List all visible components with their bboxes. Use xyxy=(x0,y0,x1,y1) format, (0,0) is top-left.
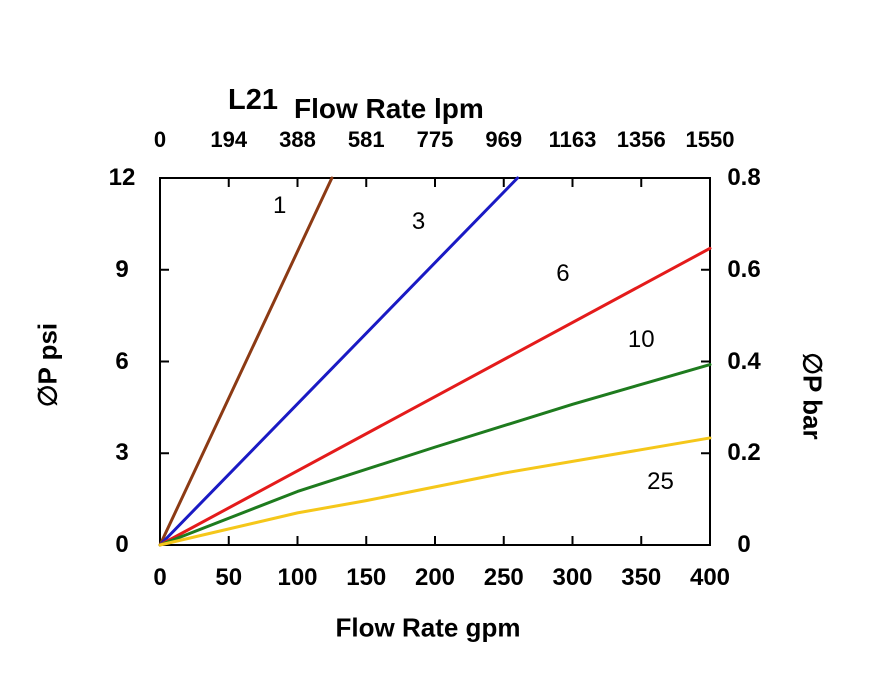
top-tick-label: 388 xyxy=(279,127,316,152)
top-tick-label: 969 xyxy=(485,127,523,152)
right-tick-label: 0.2 xyxy=(727,439,761,467)
bottom-tick-label: 400 xyxy=(689,564,731,591)
top-tick-label: 775 xyxy=(416,127,454,152)
left-tick-label: 3 xyxy=(115,439,129,467)
bottom-tick-label: 0 xyxy=(153,564,167,591)
right-tick-label: 0.8 xyxy=(727,164,761,191)
curve-label-1: 1 xyxy=(272,191,287,219)
bottom-tick-label: 300 xyxy=(552,564,593,591)
chart-title: L21 Flow Rate lpm xyxy=(228,84,484,125)
series-line-10 xyxy=(158,363,712,547)
top-tick-label: 194 xyxy=(210,127,248,152)
plot-border xyxy=(159,177,711,546)
top-tick-label: 1163 xyxy=(548,127,597,152)
left-tick-label: 6 xyxy=(115,347,129,375)
series-line-6 xyxy=(158,246,712,547)
top-tick-label: 0 xyxy=(153,127,167,152)
series-line-3 xyxy=(158,176,519,547)
bottom-tick-label: 250 xyxy=(483,564,524,591)
right-tick-label: 0.4 xyxy=(727,347,761,375)
bottom-tick-label: 200 xyxy=(414,564,456,591)
left-axis-title: ∅P psi xyxy=(32,322,63,408)
right-tick-label: 0 xyxy=(737,531,751,558)
curve-label-10: 10 xyxy=(627,326,655,354)
curve-label-6: 6 xyxy=(556,260,570,288)
left-tick-label: 12 xyxy=(108,164,136,191)
left-tick-label: 0 xyxy=(115,531,129,558)
series-line-1 xyxy=(158,176,334,547)
top-tick-label: 1356 xyxy=(616,127,666,152)
curve-label-25: 25 xyxy=(647,468,674,496)
right-tick-label: 0.6 xyxy=(727,255,761,283)
series-line-25 xyxy=(158,436,712,547)
bottom-tick-label: 100 xyxy=(277,564,318,591)
bottom-axis-title: Flow Rate gpm xyxy=(335,612,521,643)
bottom-tick-label: 350 xyxy=(621,564,662,591)
bottom-tick-label: 50 xyxy=(215,564,243,591)
top-tick-label: 1550 xyxy=(685,127,735,152)
top-axis-title: Flow Rate lpm xyxy=(293,93,484,124)
curve-label-3: 3 xyxy=(411,208,426,236)
bottom-tick-label: 150 xyxy=(346,564,387,591)
top-tick-label: 581 xyxy=(347,127,385,152)
chart-title-model: L21 xyxy=(228,84,278,116)
left-tick-label: 9 xyxy=(115,255,129,283)
right-axis-title: ∅P bar xyxy=(797,352,828,440)
